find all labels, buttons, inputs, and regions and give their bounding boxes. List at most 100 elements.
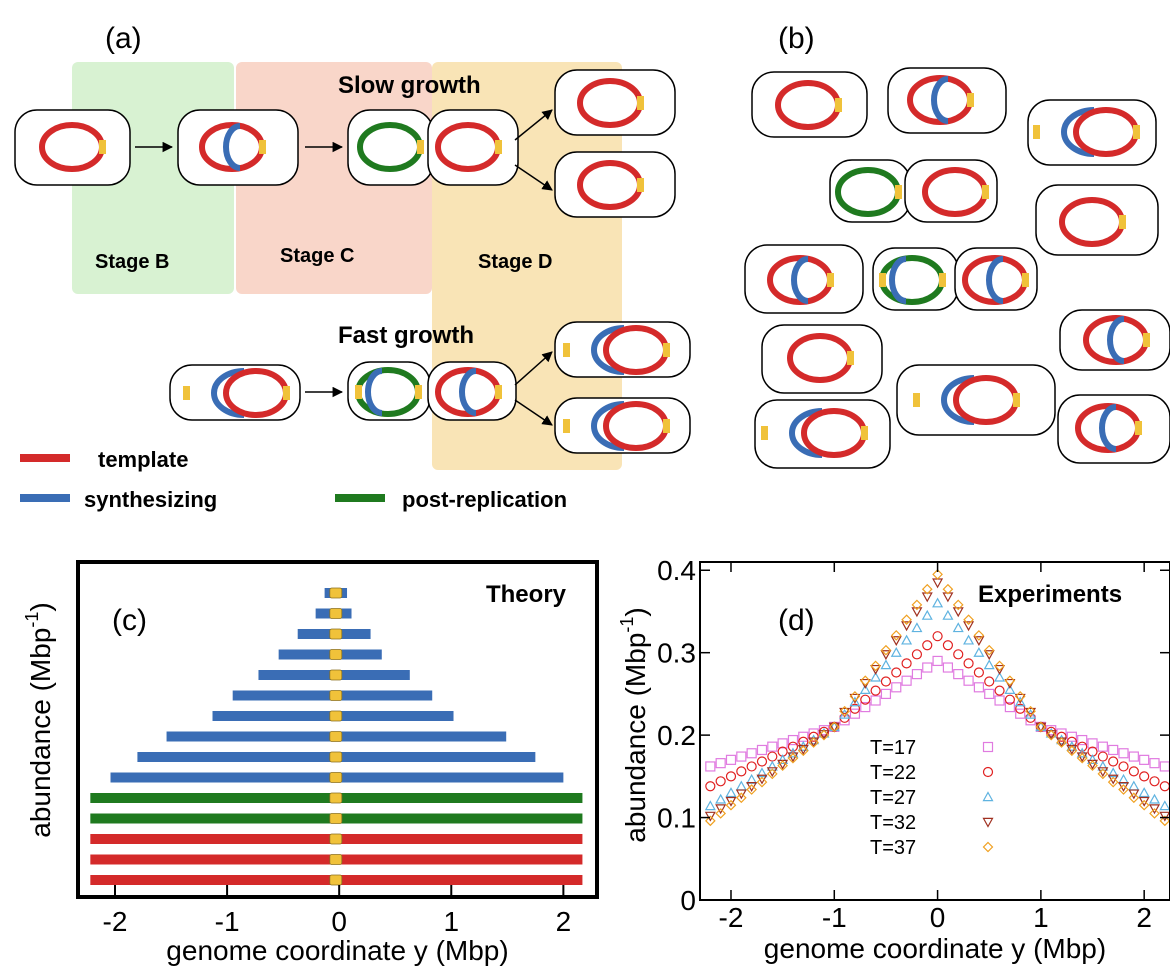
origin-marker (330, 875, 342, 885)
marker (933, 599, 942, 607)
x-axis-label: genome coordinate y (Mbp) (166, 935, 508, 966)
origin (835, 98, 842, 112)
marker (943, 585, 952, 594)
legend-label: synthesizing (84, 487, 217, 512)
origin (761, 426, 768, 440)
marker (737, 782, 746, 790)
marker (974, 637, 983, 645)
panel-label: (b) (778, 22, 815, 55)
marker (902, 676, 911, 685)
marker (716, 759, 725, 768)
cell (178, 110, 298, 185)
marker (954, 623, 963, 631)
panel-label: (d) (778, 604, 815, 637)
y-axis-label-part: -1 (22, 612, 42, 628)
y-tick-label: 0 (680, 885, 696, 916)
marker (1098, 742, 1107, 751)
marker (1119, 762, 1128, 771)
marker (943, 641, 952, 650)
marker (974, 668, 983, 677)
marker (923, 663, 932, 672)
origin (861, 426, 868, 440)
marker (881, 689, 890, 698)
marker (871, 686, 880, 695)
marker (757, 757, 766, 766)
marker (757, 745, 766, 754)
marker (1150, 759, 1159, 768)
origin (283, 386, 290, 400)
marker (706, 762, 715, 771)
marker (1140, 755, 1149, 764)
marker (902, 659, 911, 668)
marker (1140, 788, 1149, 796)
origin (495, 385, 502, 399)
origin (663, 419, 670, 433)
marker (892, 637, 901, 645)
marker (716, 795, 725, 803)
marker (706, 782, 715, 791)
page: {"panel_a": {"label": "(a)", "slow_growt… (0, 0, 1170, 969)
marker (933, 632, 942, 641)
y-axis-label-part: ) (620, 607, 651, 616)
origin (495, 140, 502, 154)
origin (183, 386, 190, 400)
origin-marker (330, 711, 342, 721)
marker (1160, 802, 1169, 810)
marker (1160, 782, 1169, 791)
origin (637, 178, 644, 192)
figure: (a) Slow growth Fast growth Stage B Stag… (0, 0, 1170, 969)
origin (563, 419, 570, 433)
marker (912, 623, 921, 631)
marker (984, 743, 993, 752)
marker (902, 636, 911, 644)
marker (974, 683, 983, 692)
x-tick-label: -1 (215, 906, 240, 937)
origin-marker (330, 650, 342, 660)
marker (747, 762, 756, 771)
marker (985, 689, 994, 698)
origin (355, 385, 362, 399)
origin-marker (330, 855, 342, 865)
marker (892, 648, 901, 656)
y-axis-label-part: ) (25, 602, 56, 611)
origin (417, 140, 424, 154)
marker (984, 818, 993, 826)
marker (871, 696, 880, 705)
marker (943, 663, 952, 672)
origin (913, 393, 920, 407)
marker (1005, 676, 1014, 685)
marker (1140, 772, 1149, 781)
cell (428, 110, 518, 185)
stage-label: Stage C (280, 245, 354, 267)
x-tick-label: -2 (719, 902, 744, 933)
origin (1119, 215, 1126, 229)
marker (861, 680, 870, 688)
origin (982, 185, 989, 199)
origin-marker (330, 670, 342, 680)
origin-marker (330, 588, 342, 598)
marker (726, 788, 735, 796)
origin (1033, 125, 1040, 139)
origin (563, 343, 570, 357)
stage-label: Stage D (478, 251, 552, 273)
marker (1160, 762, 1169, 771)
marker (984, 793, 993, 801)
origin-marker (330, 814, 342, 824)
marker (995, 696, 1004, 705)
marker (726, 755, 735, 764)
origin (967, 93, 974, 107)
marker (892, 683, 901, 692)
marker (747, 749, 756, 758)
marker (954, 650, 963, 659)
marker (1129, 752, 1138, 761)
panel-label: (c) (112, 604, 147, 637)
marker (861, 676, 870, 685)
marker (737, 767, 746, 776)
marker (995, 686, 1004, 695)
marker (716, 777, 725, 786)
marker (768, 752, 777, 761)
marker (1129, 782, 1138, 790)
cell (897, 365, 1055, 435)
chart-title: Theory (486, 581, 567, 608)
y-axis-label: abundance (Mbp-1) (617, 607, 651, 843)
